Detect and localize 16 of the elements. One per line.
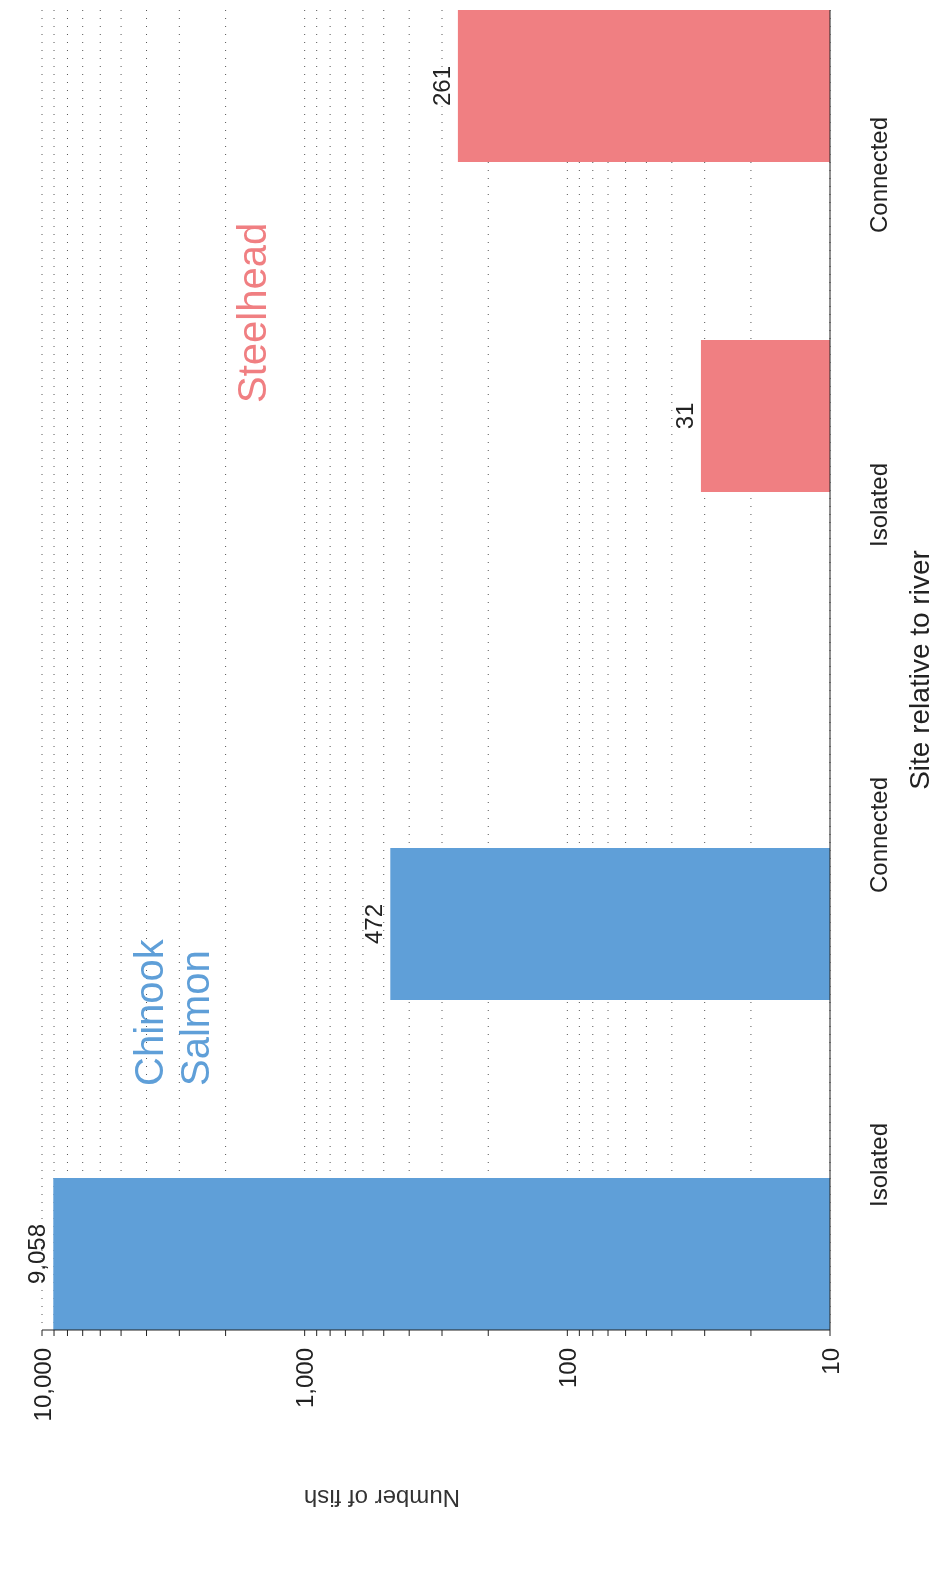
data-label: 261	[427, 65, 455, 107]
data-label: 9,058	[23, 1223, 51, 1285]
y-tick-label: Connected	[864, 116, 892, 234]
x-tick-label: 10,000	[28, 1348, 56, 1422]
y-tick-label: Isolated	[864, 1122, 892, 1208]
text: Chinook Salmon	[126, 938, 218, 1086]
text: Steelhead	[229, 222, 275, 403]
y-axis-title: Site relative to river	[904, 549, 936, 792]
data-label: 31	[670, 402, 698, 430]
x-tick-label: 1,000	[291, 1348, 319, 1409]
x-axis-title: Number of fish	[302, 1484, 462, 1512]
y-tick-label: Isolated	[864, 462, 892, 548]
x-tick-label: 10	[816, 1348, 844, 1375]
y-tick-label: Connected	[864, 776, 892, 894]
data-label: 472	[360, 903, 388, 945]
x-tick-label: 100	[553, 1348, 581, 1389]
